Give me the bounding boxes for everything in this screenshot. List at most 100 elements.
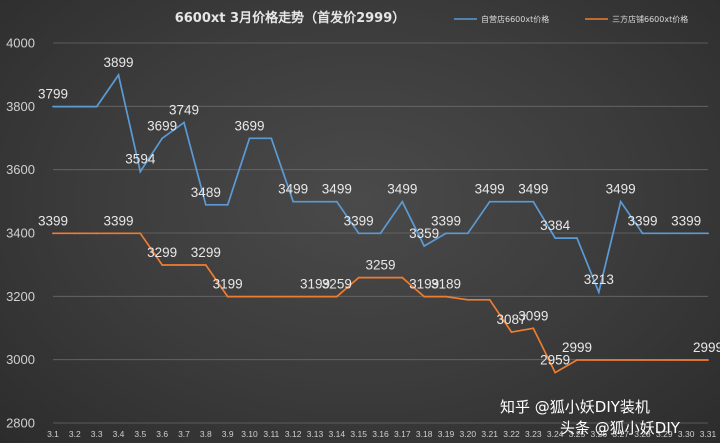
x-tick-label: 3.5 [134, 429, 146, 439]
data-point [619, 200, 622, 203]
data-label: 3399 [38, 213, 68, 228]
x-tick-label: 3.13 [307, 429, 324, 439]
x-tick-label: 3.16 [372, 429, 389, 439]
data-point [73, 105, 76, 108]
x-tick-label: 3.27 [612, 429, 629, 439]
x-tick-label: 3.20 [460, 429, 477, 439]
data-point [335, 295, 338, 298]
data-point [117, 74, 120, 76]
data-point [554, 371, 557, 374]
data-point [379, 232, 382, 235]
x-tick-label: 3.28 [634, 429, 651, 439]
y-tick-label: 3800 [6, 99, 35, 114]
x-tick-label: 3.2 [69, 429, 81, 439]
data-point [161, 137, 164, 140]
data-label: 3259 [322, 277, 352, 292]
data-point [248, 137, 251, 140]
watermark-toutiao: 头条 @狐小妖DIY [560, 419, 681, 437]
data-label: 3499 [278, 182, 308, 197]
data-point [532, 327, 535, 330]
data-point [314, 295, 316, 298]
data-label: 3299 [147, 245, 177, 260]
x-tick-label: 3.8 [200, 429, 212, 439]
data-point [707, 232, 709, 235]
data-point [379, 276, 382, 279]
data-point [335, 200, 338, 203]
data-label: 3099 [518, 308, 548, 323]
data-point [161, 264, 164, 266]
y-tick-label: 4000 [6, 36, 35, 51]
data-label: 3489 [191, 185, 221, 200]
data-label: 3699 [147, 118, 177, 133]
y-tick-label: 3600 [6, 162, 35, 177]
x-tick-label: 3.12 [285, 429, 302, 439]
legend: 自营店6600xt价格 三方店铺6600xt价格 [454, 14, 688, 24]
x-tick-label: 3.17 [394, 429, 411, 439]
data-point [663, 232, 666, 235]
data-point [510, 200, 513, 203]
x-tick-label: 3.22 [503, 429, 520, 439]
data-label: 3189 [431, 277, 461, 292]
data-point [707, 359, 709, 361]
x-tick-label: 3.7 [178, 429, 190, 439]
x-tick-label: 3.9 [222, 429, 234, 439]
data-point [401, 200, 404, 203]
data-label: 3199 [409, 277, 439, 292]
data-point [95, 232, 98, 235]
data-point [641, 359, 644, 361]
data-point [423, 245, 426, 247]
data-point [270, 137, 273, 140]
data-point [619, 359, 622, 361]
data-point [663, 359, 666, 361]
data-label: 3899 [103, 55, 133, 70]
data-label: 3213 [584, 272, 614, 287]
data-label: 3594 [125, 152, 156, 167]
data-point [466, 232, 469, 235]
data-label: 3499 [518, 182, 548, 197]
data-label: 3499 [387, 182, 417, 197]
data-point [532, 200, 535, 203]
y-tick-label: 3200 [6, 289, 35, 304]
data-label: 3199 [300, 277, 330, 292]
data-point [314, 200, 316, 203]
x-tick-label: 3.24 [547, 429, 564, 439]
data-label: 3499 [322, 182, 352, 197]
data-point [357, 276, 360, 279]
data-label: 2959 [540, 353, 570, 368]
data-point [357, 232, 360, 235]
data-label: 3499 [475, 182, 505, 197]
x-tick-label: 3.23 [525, 429, 542, 439]
data-label: 3087 [496, 312, 526, 327]
x-tick-label: 3.4 [113, 429, 125, 439]
data-point [466, 298, 469, 301]
chart-title: 6600xt 3月价格走势（首发价2999） [175, 10, 406, 26]
data-label: 3699 [234, 118, 264, 133]
data-point [510, 331, 513, 334]
data-point [270, 295, 273, 298]
x-tick-label: 3.18 [416, 429, 433, 439]
data-label: 3399 [103, 213, 133, 228]
data-label: 2999 [693, 340, 720, 355]
data-label: 3384 [540, 218, 571, 233]
data-point [139, 232, 142, 235]
data-label: 3359 [409, 226, 439, 241]
watermarks: 知乎 @狐小妖DIY装机 头条 @狐小妖DIY [500, 398, 681, 437]
data-point [204, 203, 207, 206]
data-label: 3799 [38, 87, 68, 102]
data-point [73, 232, 76, 235]
data-label: 3399 [627, 213, 657, 228]
data-point [401, 276, 404, 279]
data-point [52, 232, 54, 235]
data-point [95, 105, 98, 108]
data-point [183, 121, 185, 124]
x-tick-label: 3.6 [156, 429, 168, 439]
y-axis-ticks: 2800 3000 3200 3400 3600 3800 4000 [6, 36, 35, 431]
data-point [139, 170, 142, 173]
data-point [685, 359, 688, 361]
data-label: 3299 [191, 245, 221, 260]
x-tick-label: 3.14 [329, 429, 346, 439]
data-point [248, 295, 251, 298]
